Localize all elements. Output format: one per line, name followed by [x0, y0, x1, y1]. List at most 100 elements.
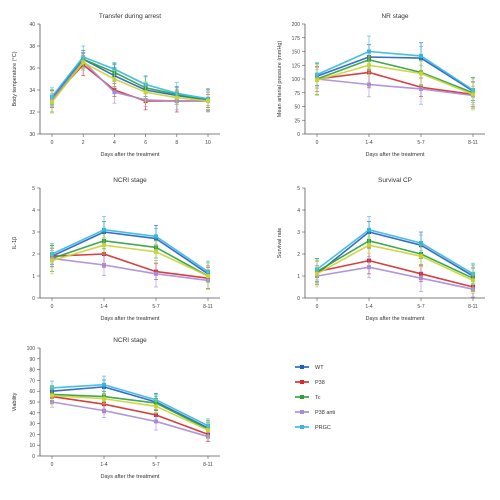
series-line	[316, 231, 474, 277]
series-6	[50, 386, 210, 440]
x-tick-label: 0	[51, 462, 54, 468]
series-line	[51, 61, 209, 103]
x-axis-label: Days after the treatment	[101, 474, 160, 480]
legend: WT P38 Tc P38 anti PRGC	[295, 365, 335, 431]
data-point	[143, 90, 148, 95]
y-tick-label: 100	[292, 77, 301, 83]
series-5	[50, 375, 210, 434]
data-point	[419, 86, 423, 91]
legend-label: WT	[315, 365, 324, 371]
series-line	[316, 78, 474, 97]
y-tick-label: 90	[29, 357, 35, 363]
data-point	[154, 249, 158, 254]
data-point	[102, 252, 106, 256]
y-axis-label: Viability	[12, 392, 18, 411]
y-tick-label: 100	[27, 346, 36, 352]
y-tick-label: 36	[29, 66, 35, 72]
y-tick-label: 34	[29, 88, 35, 94]
x-axis-label: Days after the treatment	[366, 152, 425, 158]
data-point	[112, 67, 117, 72]
y-axis-label: IL-1β	[12, 237, 18, 250]
legend-label: Tc	[315, 395, 321, 401]
data-point	[367, 243, 371, 248]
legend-item: Tc	[295, 395, 321, 401]
data-point	[315, 78, 319, 83]
y-tick-label: 5	[32, 186, 35, 192]
series-6	[50, 55, 210, 114]
y-tick-label: 0	[32, 296, 35, 302]
legend-item: P38	[295, 380, 325, 386]
series-line	[51, 253, 209, 279]
series-line	[316, 244, 474, 282]
series-line	[51, 58, 209, 102]
y-tick-label: 4	[32, 208, 35, 214]
x-tick-label: 8	[175, 140, 178, 146]
data-point	[367, 265, 371, 270]
y-tick-label: 150	[292, 50, 301, 56]
legend-item: PRGC	[295, 425, 331, 431]
x-tick-label: 5-7	[152, 304, 159, 310]
y-tick-label: 40	[29, 22, 35, 28]
legend-marker	[300, 410, 304, 414]
data-point	[154, 271, 158, 276]
x-tick-label: 1-4	[100, 462, 107, 468]
data-point	[102, 382, 106, 387]
y-tick-label: 30	[29, 422, 35, 428]
series-6	[315, 55, 475, 111]
series-line	[51, 240, 209, 277]
series-line	[316, 240, 474, 279]
y-tick-label: 0	[32, 454, 35, 460]
data-point	[206, 99, 210, 103]
chart-panel-5: NCRI stage 0 10 20 30 40 50 60 70 80 90 100 0 1-4 5-7 8…	[12, 337, 220, 480]
x-tick-label: 8-11	[203, 304, 213, 310]
legend-marker	[300, 365, 304, 369]
data-point	[102, 263, 106, 267]
y-tick-label: 30	[29, 132, 35, 138]
data-point	[419, 254, 423, 259]
data-point	[315, 271, 319, 276]
y-tick-label: 0	[297, 132, 300, 138]
x-tick-label: 0	[51, 140, 54, 146]
chart-title: Transfer during arrest	[99, 13, 161, 20]
data-point	[367, 227, 371, 232]
y-tick-label: 2	[32, 252, 35, 258]
y-tick-label: 0	[297, 296, 300, 302]
series-line	[316, 56, 474, 92]
series-line	[51, 386, 209, 429]
chart-panel-4: Survival CP 0 1 2 3 4 5 0 1-4 5-7 8-11 Days after t…	[277, 177, 485, 322]
x-tick-label: 6	[144, 140, 147, 146]
y-tick-label: 70	[29, 378, 35, 384]
y-tick-label: 60	[29, 389, 35, 395]
data-point	[419, 276, 423, 281]
x-tick-label: 5-7	[417, 140, 424, 146]
x-tick-label: 5-7	[417, 304, 424, 310]
legend-marker	[300, 395, 304, 399]
series-line	[316, 50, 474, 91]
data-point	[112, 77, 117, 81]
data-point	[50, 100, 54, 105]
y-tick-label: 4	[297, 208, 300, 214]
y-axis-label: Mean arterial pressure (mmHg)	[277, 41, 283, 118]
y-tick-label: 1	[32, 274, 35, 280]
data-point	[419, 241, 423, 245]
data-point	[206, 428, 210, 433]
series-line	[51, 383, 209, 427]
data-point	[367, 49, 371, 54]
x-tick-label: 0	[51, 304, 54, 310]
y-tick-label: 10	[29, 443, 35, 449]
legend-item: P38 anti	[295, 410, 335, 416]
data-point	[419, 71, 423, 76]
legend-label: P38 anti	[315, 410, 335, 416]
data-point	[419, 53, 423, 58]
chart-panel-1: Transfer during arrest 30 32 34 36 38 40 0 2 4 6 8 1…	[12, 13, 220, 158]
y-tick-label: 125	[292, 63, 301, 69]
x-tick-label: 5-7	[152, 462, 159, 468]
series-line	[51, 257, 209, 282]
y-tick-label: 38	[29, 44, 35, 50]
series-line	[51, 393, 209, 430]
y-tick-label: 80	[29, 368, 35, 374]
series-line	[316, 71, 474, 96]
y-tick-label: 75	[294, 91, 300, 97]
x-tick-label: 10	[205, 140, 211, 146]
chart-panel-3: NCRI stage 0 1 2 3 4 5 0 1-4 5-7 8-11 Days after th…	[12, 177, 220, 322]
